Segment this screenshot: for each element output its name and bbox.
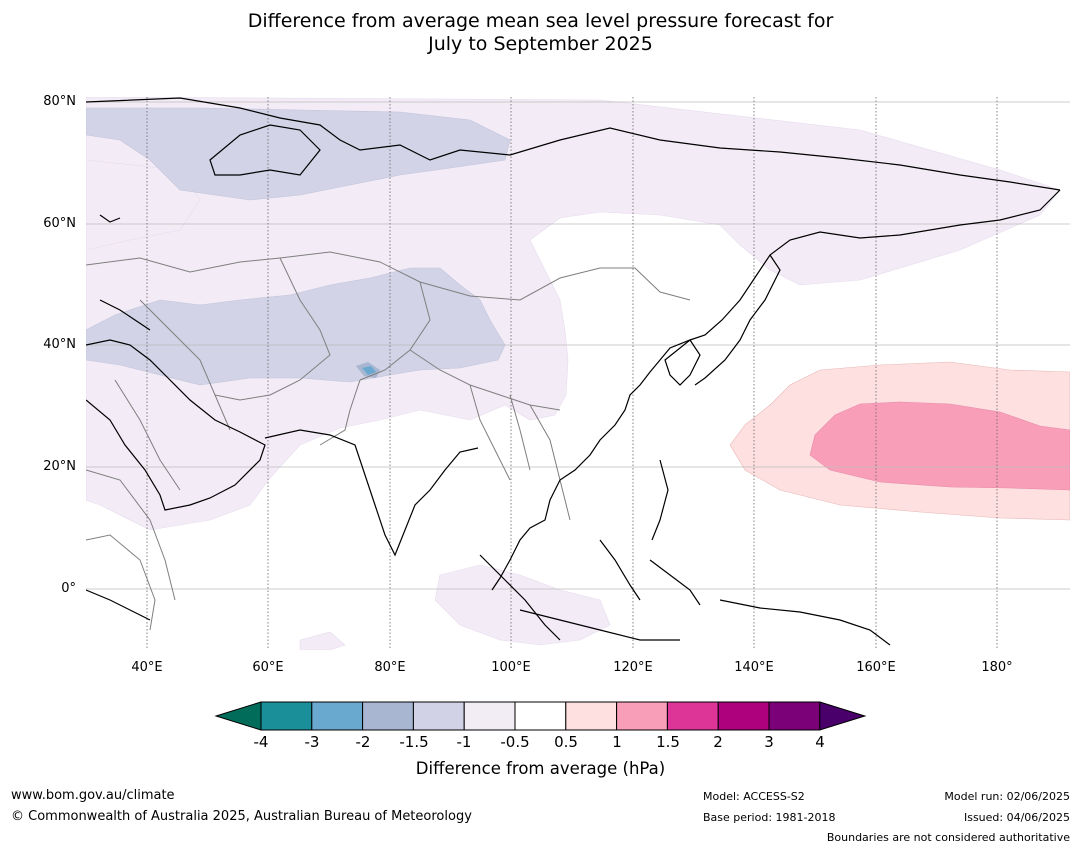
colorbar-swatch	[565, 701, 618, 731]
colorbar-tick-label: 2	[713, 733, 723, 751]
model-name: Model: ACCESS-S2	[703, 790, 805, 803]
lat-label-60n: 60°N	[43, 216, 76, 231]
colorbar-tick-label: -1	[456, 733, 472, 751]
colorbar-swatch	[412, 701, 465, 731]
colorbar-tick-label: 1	[612, 733, 622, 751]
map-plot-area	[86, 97, 1070, 650]
website-link[interactable]: www.bom.gov.au/climate	[11, 788, 175, 803]
colorbar-tick-label: -1.5	[399, 733, 429, 751]
colorbar-tick-label: 0.5	[554, 733, 578, 751]
colorbar-swatch	[717, 701, 770, 731]
lon-label-80e: 80°E	[374, 660, 406, 675]
figure-title-line-1: Difference from average mean sea level p…	[247, 10, 834, 32]
colorbar-swatch	[260, 701, 313, 731]
boundaries-disclaimer: Boundaries are not considered authoritat…	[826, 831, 1070, 844]
lon-label-40e: 40°E	[131, 660, 163, 675]
model-run-date: Model run: 02/06/2025	[944, 790, 1070, 803]
colorbar-swatch	[616, 701, 668, 731]
base-period: Base period: 1981-2018	[703, 811, 836, 824]
copyright-text: © Commonwealth of Australia 2025, Austra…	[11, 809, 472, 824]
colorbar-tick-label: -3	[304, 733, 320, 751]
anomaly-region-moderate-positive	[809, 401, 1070, 491]
colorbar-tick-label: 1.5	[656, 733, 680, 751]
colorbar-over-arrow	[819, 701, 867, 731]
lon-label-180: 180°	[981, 660, 1013, 675]
colorbar-tick-label: -2	[355, 733, 371, 751]
colorbar-tick-label: 3	[764, 733, 774, 751]
colorbar-swatch	[311, 701, 364, 731]
colorbar-swatch	[362, 701, 414, 731]
lat-label-80n: 80°N	[43, 94, 76, 109]
anomaly-region-negative	[86, 107, 511, 201]
country-borders	[86, 251, 691, 631]
colorbar-tick-label: -0.5	[500, 733, 530, 751]
lat-label-20n: 20°N	[43, 459, 76, 474]
graticule-meridians	[146, 97, 998, 650]
colorbar-swatch	[514, 701, 567, 731]
lon-label-160e: 160°E	[856, 660, 896, 675]
coastlines	[86, 97, 1061, 646]
colorbar-tick-label: 4	[815, 733, 825, 751]
colorbar	[214, 701, 867, 731]
graticule-parallels	[86, 101, 1070, 590]
figure-title-line-2: July to September 2025	[428, 33, 653, 55]
colorbar-swatch	[463, 701, 516, 731]
anomaly-region-weak-negative	[434, 564, 611, 646]
colorbar-tick-label: -4	[253, 733, 269, 751]
anomaly-region-strong-negative	[362, 366, 376, 375]
lon-label-140e: 140°E	[734, 660, 774, 675]
lon-label-100e: 100°E	[491, 660, 531, 675]
issued-date: Issued: 04/06/2025	[963, 811, 1070, 824]
lon-label-120e: 120°E	[613, 660, 653, 675]
lat-label-40n: 40°N	[43, 337, 76, 352]
colorbar-title: Difference from average (hPa)	[415, 759, 666, 778]
anomaly-region-negative	[86, 267, 506, 386]
colorbar-under-arrow	[214, 701, 262, 731]
anomaly-region-weak-negative	[299, 631, 346, 650]
lon-label-60e: 60°E	[252, 660, 284, 675]
anomaly-region-weak-negative	[86, 97, 1061, 531]
colorbar-swatch	[666, 701, 719, 731]
lat-label-equator: 0°	[61, 581, 76, 596]
colorbar-swatch	[768, 701, 821, 731]
